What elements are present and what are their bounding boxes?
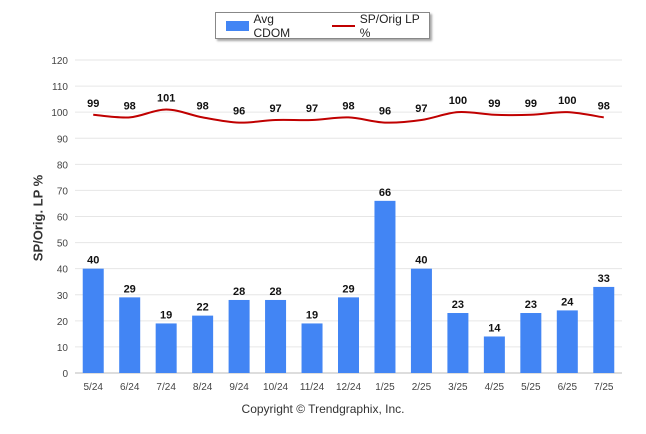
bar <box>155 323 177 373</box>
bar <box>520 313 542 373</box>
bar-data-label: 19 <box>306 309 318 321</box>
y-axis-ticks: 0 10 20 30 40 50 60 70 80 90 100 110 120 <box>51 56 68 380</box>
copyright-footer: Copyright © Trendgraphix, Inc. <box>241 402 405 416</box>
bar-data-label: 28 <box>233 286 245 298</box>
x-tick-label: 2/25 <box>412 382 432 393</box>
bar-data-label: 24 <box>561 296 574 308</box>
x-tick-label: 10/24 <box>263 382 288 393</box>
y-axis-title: SP/Orig. LP % <box>30 174 46 262</box>
bar <box>374 200 396 373</box>
y-tick-label: 40 <box>57 265 69 276</box>
x-tick-label: 1/25 <box>375 382 395 393</box>
bar-data-label: 40 <box>415 255 427 267</box>
gridlines <box>75 59 622 374</box>
y-tick-label: 70 <box>57 186 69 197</box>
bar <box>265 299 287 373</box>
line-data-label: 97 <box>306 103 318 115</box>
line-data-label: 98 <box>197 100 209 112</box>
line-data-label: 96 <box>379 106 391 118</box>
x-tick-label: 7/24 <box>156 382 176 393</box>
bar-data-label: 29 <box>342 283 354 295</box>
bar-data-label: 33 <box>598 273 610 285</box>
line-data-label: 98 <box>124 100 136 112</box>
x-tick-label: 11/24 <box>300 382 325 393</box>
x-tick-label: 5/25 <box>521 382 541 393</box>
line-data-label: 99 <box>488 98 500 110</box>
line-data-labels: 99 98 101 98 96 97 97 98 96 97 100 99 99 100 98 <box>87 93 610 118</box>
legend: Avg CDOM SP/Orig LP % <box>215 12 430 40</box>
legend-label-avg-cdom: Avg CDOM <box>253 11 291 40</box>
line-data-label: 97 <box>415 103 427 115</box>
bar-data-label: 19 <box>160 309 172 321</box>
bar <box>556 310 578 373</box>
line-data-label: 99 <box>525 98 537 110</box>
line-data-label: 100 <box>449 95 467 107</box>
y-tick-label: 100 <box>51 108 68 119</box>
bar <box>119 297 141 373</box>
legend-item-sp-orig-lp[interactable]: SP/Orig LP % <box>332 12 429 40</box>
bar <box>82 268 104 373</box>
x-tick-label: 5/24 <box>83 382 103 393</box>
y-tick-label: 120 <box>51 56 68 67</box>
y-tick-label: 110 <box>52 82 68 93</box>
bar-data-label: 28 <box>269 286 281 298</box>
bar-data-label: 14 <box>488 322 501 334</box>
bar <box>338 297 359 373</box>
bar-data-label: 66 <box>379 187 391 199</box>
line-data-label: 100 <box>558 95 576 107</box>
line-data-label: 98 <box>342 100 354 112</box>
bar-data-label: 23 <box>525 299 537 311</box>
legend-item-avg-cdom[interactable]: Avg CDOM <box>226 12 310 40</box>
y-tick-label: 10 <box>57 343 69 354</box>
line-data-label: 99 <box>87 98 99 110</box>
x-tick-label: 6/25 <box>558 382 578 393</box>
bar <box>410 268 432 373</box>
x-tick-label: 7/25 <box>594 382 614 393</box>
line-data-label: 96 <box>233 106 245 118</box>
bar <box>192 315 214 373</box>
x-axis-ticks: 5/24 6/24 7/24 8/24 9/24 10/24 11/24 12/24 1/25 2… <box>83 382 613 393</box>
x-tick-label: 3/25 <box>448 382 468 393</box>
y-tick-label: 50 <box>57 239 69 250</box>
y-tick-label: 90 <box>57 134 69 145</box>
x-tick-label: 4/25 <box>485 382 505 393</box>
line-data-label: 101 <box>157 93 175 105</box>
bar <box>447 313 469 373</box>
bar-data-label: 23 <box>452 299 464 311</box>
x-tick-label: 12/24 <box>336 382 361 393</box>
x-tick-label: 8/24 <box>193 382 213 393</box>
x-tick-label: 6/24 <box>120 382 140 393</box>
series-line-sp-orig-lp <box>93 108 604 124</box>
bar-data-label: 22 <box>197 302 209 314</box>
y-tick-label: 30 <box>57 291 69 302</box>
bar <box>301 323 323 373</box>
bar <box>593 286 615 373</box>
legend-label-sp-orig-lp: SP/Orig LP % <box>359 11 420 40</box>
y-tick-label: 0 <box>62 369 68 380</box>
bar <box>483 336 505 373</box>
bar-data-label: 40 <box>87 255 99 267</box>
bar <box>228 299 250 373</box>
bar-data-label: 29 <box>124 283 136 295</box>
legend-line-swatch <box>332 24 355 27</box>
bar-series <box>82 200 615 373</box>
line-data-label: 98 <box>598 100 610 112</box>
y-tick-label: 60 <box>57 213 69 224</box>
y-tick-label: 80 <box>57 160 69 171</box>
x-tick-label: 9/24 <box>229 382 249 393</box>
y-tick-label: 20 <box>57 317 69 328</box>
legend-bar-swatch <box>226 20 249 31</box>
bar-data-labels: 40 29 19 22 28 28 19 29 66 40 23 14 23 24 33 <box>87 187 610 335</box>
line-series <box>93 108 604 124</box>
line-data-label: 97 <box>269 103 281 115</box>
